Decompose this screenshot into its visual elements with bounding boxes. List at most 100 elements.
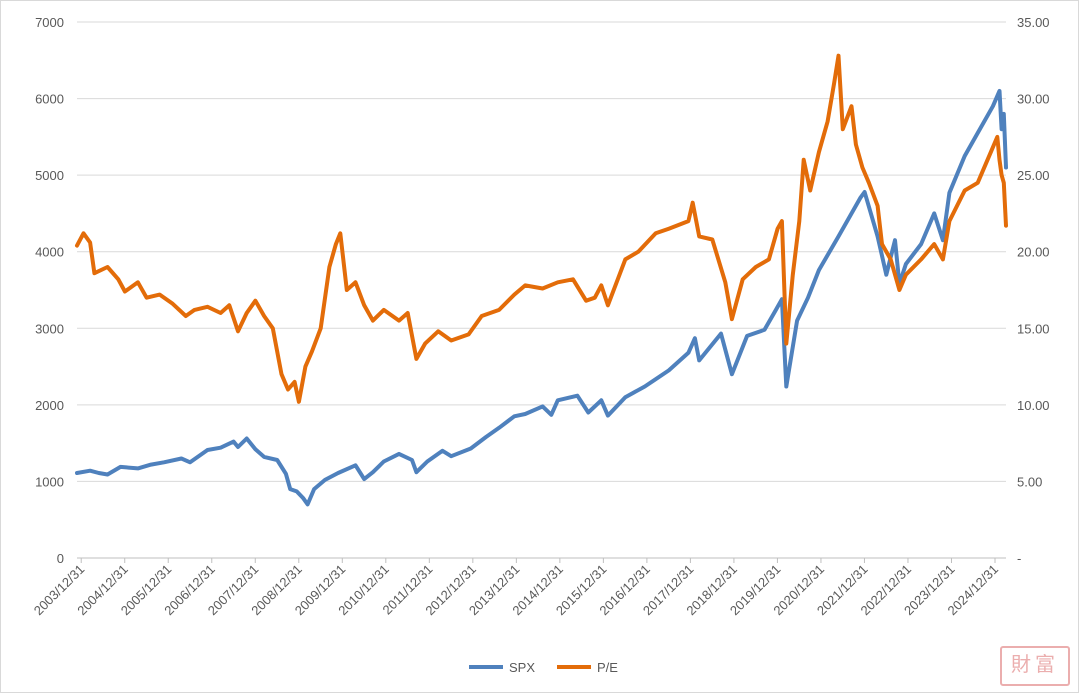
data-point-spx (932, 211, 936, 215)
data-point-spx (219, 446, 223, 450)
data-point-spx (205, 448, 210, 452)
data-point-spx (336, 471, 340, 475)
data-point-pe (723, 280, 727, 284)
data-point-spx (323, 478, 327, 482)
data-point-spx (667, 368, 671, 372)
data-point-pe (88, 240, 92, 245)
gridlines (77, 21, 1006, 482)
data-point-spx (1002, 112, 1006, 116)
data-point-pe (1002, 181, 1006, 185)
data-point-pe (897, 288, 902, 292)
data-point-spx (512, 414, 516, 418)
data-point-pe (889, 257, 893, 261)
legend-label-spx: SPX (509, 660, 535, 675)
data-point-pe (271, 326, 275, 330)
data-point-spx (686, 351, 691, 355)
data-point-pe (371, 319, 375, 323)
data-point-spx (414, 470, 418, 474)
left-tick-label: 1000 (35, 474, 64, 489)
data-point-pe (136, 280, 140, 284)
data-point-pe (571, 277, 575, 281)
watermark-stamp: 財富 (1000, 646, 1070, 686)
data-point-spx (991, 104, 995, 108)
data-point-pe (754, 265, 758, 269)
data-point-pe (780, 219, 784, 223)
data-point-pe (541, 286, 545, 291)
series-layer (75, 53, 1008, 507)
data-point-pe (303, 365, 307, 369)
data-point-spx (858, 196, 862, 200)
data-point-spx (179, 456, 183, 461)
data-point-pe (286, 387, 290, 392)
data-point-spx (149, 463, 153, 467)
data-point-spx (719, 332, 723, 336)
data-point-pe (802, 158, 806, 162)
data-point-spx (262, 455, 266, 459)
right-tick-label: - (1017, 551, 1021, 566)
data-point-spx (623, 395, 627, 399)
data-point-pe (279, 372, 284, 376)
data-point-spx (904, 262, 908, 266)
data-point-pe (353, 280, 358, 284)
data-point-spx (97, 471, 101, 475)
data-point-pe (963, 188, 967, 193)
data-point-pe (171, 302, 175, 306)
data-point-spx (236, 445, 240, 449)
data-point-pe (297, 400, 301, 404)
data-point-pe (123, 289, 127, 294)
data-point-spx (1000, 127, 1004, 131)
data-point-spx (806, 296, 810, 300)
data-point-pe (691, 201, 695, 205)
data-point-pe (941, 257, 945, 261)
data-point-pe (92, 271, 96, 275)
data-point-spx (976, 131, 980, 135)
data-point-pe (310, 349, 314, 353)
data-point-spx (697, 358, 701, 362)
data-point-spx (301, 496, 305, 500)
data-point-pe (362, 303, 366, 307)
data-point-spx (863, 190, 867, 194)
data-point-spx (275, 458, 279, 462)
left-tick-label: 6000 (35, 92, 64, 107)
data-point-spx (425, 459, 429, 464)
data-point-pe (467, 332, 471, 336)
data-point-spx (773, 309, 778, 313)
data-point-pe (556, 280, 560, 284)
left-tick-label: 4000 (35, 245, 64, 260)
data-point-spx (643, 384, 647, 389)
right-tick-label: 10.00 (1017, 398, 1050, 413)
right-tick-label: 5.00 (1017, 474, 1042, 489)
data-point-pe (81, 231, 86, 235)
data-point-spx (306, 502, 310, 506)
data-point-pe (512, 293, 516, 297)
data-point-pe (976, 181, 980, 185)
data-point-spx (105, 472, 110, 477)
data-point-pe (932, 242, 936, 246)
data-point-pe (334, 242, 338, 246)
data-point-spx (523, 412, 527, 416)
data-point-spx (836, 234, 841, 238)
data-point-pe (867, 181, 871, 185)
x-axis: 2003/12/312004/12/312005/12/312006/12/31… (31, 557, 1006, 618)
data-point-spx (382, 459, 386, 464)
data-point-pe (997, 158, 1002, 162)
data-point-pe (636, 250, 640, 254)
data-point-pe (75, 244, 79, 248)
data-point-spx (599, 398, 603, 402)
data-point-spx (817, 268, 821, 272)
data-point-pe (741, 277, 745, 281)
data-point-spx (440, 449, 445, 453)
data-point-spx (245, 436, 249, 441)
data-point-spx (784, 384, 788, 389)
data-point-pe (776, 227, 780, 231)
data-point-pe (338, 231, 342, 235)
data-point-pe (436, 329, 440, 333)
data-point-pe (730, 317, 734, 321)
series-line-pe (75, 53, 1008, 404)
data-point-pe (989, 150, 993, 154)
right-y-axis: - 5.00 10.00 15.00 20.00 25.00 30.00 35.00 (1017, 15, 1050, 566)
data-point-pe (1004, 224, 1008, 228)
data-point-spx (1004, 165, 1008, 170)
left-tick-label: 0 (57, 551, 64, 566)
